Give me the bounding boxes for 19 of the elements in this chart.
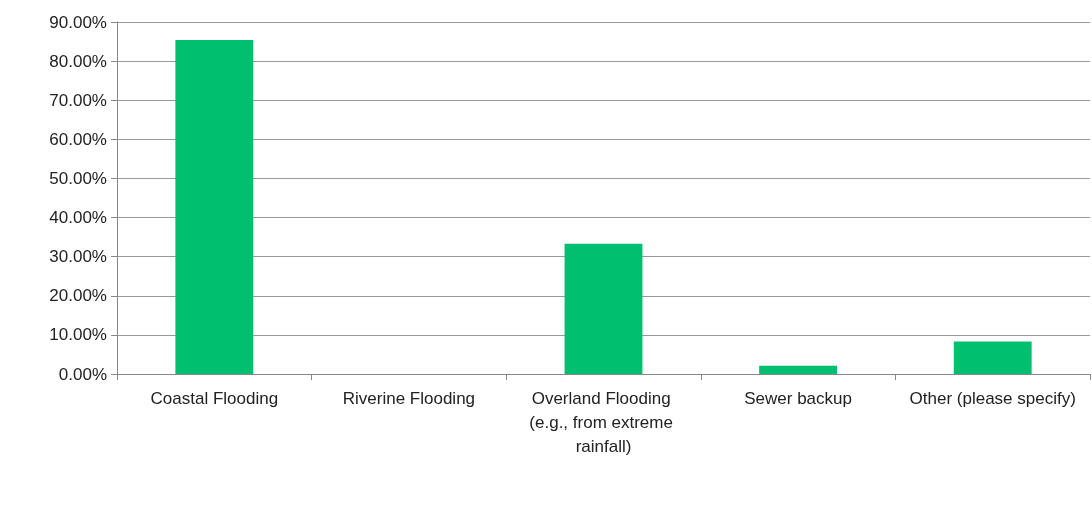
- x-tick-label: Other (please specify): [909, 388, 1076, 408]
- y-tick-label: 80.00%: [49, 51, 107, 71]
- y-tick-label: 0.00%: [58, 364, 107, 384]
- y-tick-label: 30.00%: [49, 247, 107, 267]
- y-tick-label: 40.00%: [49, 208, 107, 228]
- bar: [564, 243, 643, 374]
- y-tick-label: 10.00%: [49, 325, 107, 345]
- y-tick-label: 70.00%: [49, 90, 107, 110]
- bar: [759, 365, 838, 374]
- x-tick-label: Riverine Flooding: [342, 388, 476, 408]
- bar: [175, 39, 254, 374]
- x-tick-label: Sewer backup: [744, 388, 852, 408]
- x-tick-label: Overland Flooding (e.g., from extreme rainfall): [529, 388, 678, 456]
- y-tick-label: 90.00%: [49, 12, 107, 32]
- y-tick-label: 20.00%: [49, 286, 107, 306]
- y-tick-label: 50.00%: [49, 168, 107, 188]
- y-tick-label: 60.00%: [49, 129, 107, 149]
- x-tick-label: Coastal Flooding: [150, 388, 279, 408]
- bar: [953, 341, 1032, 374]
